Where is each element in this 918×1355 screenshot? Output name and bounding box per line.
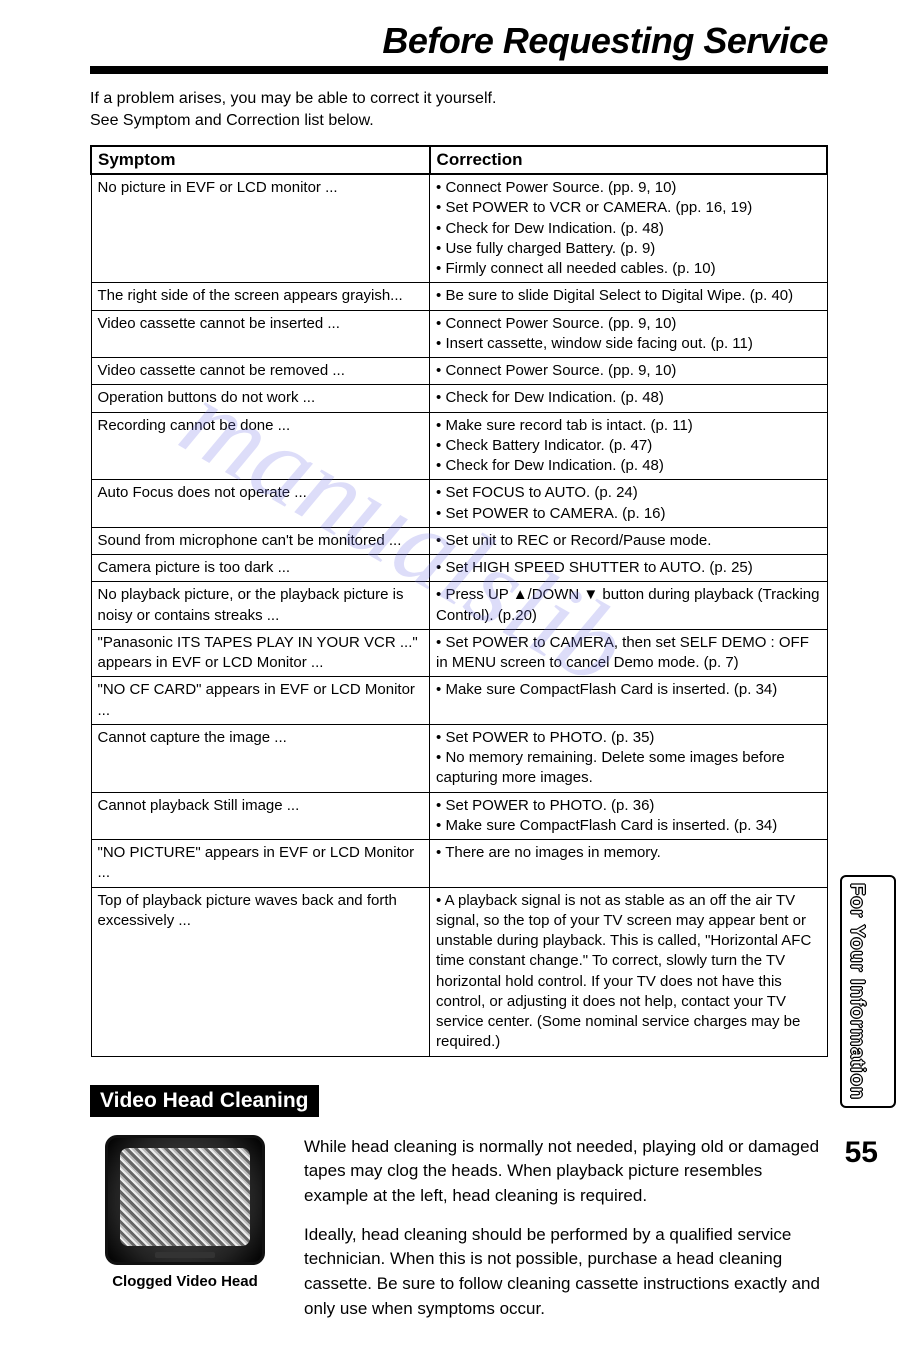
- correction-line: • Make sure CompactFlash Card is inserte…: [436, 816, 820, 836]
- correction-line: • Set POWER to PHOTO. (p. 36): [436, 796, 820, 816]
- correction-cell: • Be sure to slide Digital Select to Dig…: [430, 283, 827, 310]
- clogged-video-head-caption: Clogged Video Head: [112, 1273, 258, 1290]
- side-tab: For Your Information: [840, 875, 896, 1108]
- troubleshooting-table: Symptom Correction No picture in EVF or …: [90, 145, 828, 1057]
- correction-line: • Check for Dew Indication. (p. 48): [436, 456, 820, 476]
- correction-line: • Set POWER to CAMERA, then set SELF DEM…: [436, 633, 820, 674]
- correction-cell: • Set HIGH SPEED SHUTTER to AUTO. (p. 25…: [430, 555, 827, 582]
- clogged-head-illustration-column: Clogged Video Head: [90, 1135, 280, 1290]
- table-row: Video cassette cannot be removed ... • Co…: [91, 358, 827, 385]
- correction-line: • Press UP ▲/DOWN ▼ button during playba…: [436, 585, 820, 626]
- symptom-cell: The right side of the screen appears gra…: [91, 283, 430, 310]
- correction-cell: • Set POWER to PHOTO. (p. 36)• Make sure…: [430, 792, 827, 840]
- correction-cell: • Connect Power Source. (pp. 9, 10): [430, 358, 827, 385]
- correction-line: • Check for Dew Indication. (p. 48): [436, 388, 820, 408]
- correction-line: • Connect Power Source. (pp. 9, 10): [436, 178, 820, 198]
- video-head-text: While head cleaning is normally not need…: [304, 1135, 828, 1335]
- table-row: Operation buttons do not work ... • Check…: [91, 385, 827, 412]
- correction-line: • Set HIGH SPEED SHUTTER to AUTO. (p. 25…: [436, 558, 820, 578]
- table-row: Cannot playback Still image ...• Set POW…: [91, 792, 827, 840]
- table-row: Recording cannot be done ... • Make sure …: [91, 412, 827, 480]
- correction-line: • Set POWER to CAMERA. (p. 16): [436, 504, 820, 524]
- symptom-cell: "NO CF CARD" appears in EVF or LCD Monit…: [91, 677, 430, 725]
- table-row: No picture in EVF or LCD monitor ...• Co…: [91, 174, 827, 283]
- table-row: Auto Focus does not operate ...• Set FOC…: [91, 480, 827, 528]
- intro-text: If a problem arises, you may be able to …: [90, 88, 828, 131]
- header-symptom: Symptom: [91, 146, 430, 174]
- table-row: Top of playback picture waves back and f…: [91, 887, 827, 1056]
- correction-line: • Insert cassette, window side facing ou…: [436, 334, 820, 354]
- correction-line: • Set POWER to VCR or CAMERA. (pp. 16, 1…: [436, 198, 820, 218]
- page-title: Before Requesting Service: [90, 20, 828, 62]
- symptom-cell: Video cassette cannot be inserted ...: [91, 310, 430, 358]
- correction-line: • Make sure CompactFlash Card is inserte…: [436, 680, 820, 700]
- table-row: "NO PICTURE" appears in EVF or LCD Monit…: [91, 840, 827, 888]
- correction-cell: • Connect Power Source. (pp. 9, 10)• Set…: [430, 174, 827, 283]
- table-row: "Panasonic ITS TAPES PLAY IN YOUR VCR ..…: [91, 629, 827, 677]
- symptom-cell: "NO PICTURE" appears in EVF or LCD Monit…: [91, 840, 430, 888]
- header-correction: Correction: [430, 146, 827, 174]
- table-row: The right side of the screen appears gra…: [91, 283, 827, 310]
- correction-line: • Check Battery Indicator. (p. 47): [436, 436, 820, 456]
- symptom-cell: Camera picture is too dark ...: [91, 555, 430, 582]
- side-tab-label: For Your Information: [845, 883, 868, 1100]
- video-head-block: Clogged Video Head While head cleaning i…: [90, 1135, 828, 1335]
- symptom-cell: "Panasonic ITS TAPES PLAY IN YOUR VCR ..…: [91, 629, 430, 677]
- correction-line: • A playback signal is not as stable as …: [436, 891, 820, 1053]
- correction-line: • No memory remaining. Delete some image…: [436, 748, 820, 789]
- correction-cell: • Check for Dew Indication. (p. 48): [430, 385, 827, 412]
- correction-cell: • There are no images in memory.: [430, 840, 827, 888]
- video-head-para-1: While head cleaning is normally not need…: [304, 1135, 828, 1209]
- correction-cell: • Set POWER to PHOTO. (p. 35)• No memory…: [430, 724, 827, 792]
- symptom-cell: Cannot playback Still image ...: [91, 792, 430, 840]
- symptom-cell: Sound from microphone can't be monitored…: [91, 527, 430, 554]
- symptom-cell: Top of playback picture waves back and f…: [91, 887, 430, 1056]
- correction-cell: • Set FOCUS to AUTO. (p. 24)• Set POWER …: [430, 480, 827, 528]
- intro-line-1: If a problem arises, you may be able to …: [90, 90, 496, 107]
- table-row: Camera picture is too dark ... • Set HIGH…: [91, 555, 827, 582]
- symptom-cell: Cannot capture the image ...: [91, 724, 430, 792]
- table-row: Sound from microphone can't be monitored…: [91, 527, 827, 554]
- correction-line: • Firmly connect all needed cables. (p. …: [436, 259, 820, 279]
- table-header-row: Symptom Correction: [91, 146, 827, 174]
- table-row: Video cassette cannot be inserted ...• C…: [91, 310, 827, 358]
- symptom-cell: Auto Focus does not operate ...: [91, 480, 430, 528]
- correction-line: • Connect Power Source. (pp. 9, 10): [436, 361, 820, 381]
- correction-cell: • Press UP ▲/DOWN ▼ button during playba…: [430, 582, 827, 630]
- correction-line: • Set POWER to PHOTO. (p. 35): [436, 728, 820, 748]
- correction-line: • Connect Power Source. (pp. 9, 10): [436, 314, 820, 334]
- correction-line: • Set unit to REC or Record/Pause mode.: [436, 531, 820, 551]
- correction-line: • There are no images in memory.: [436, 843, 820, 863]
- video-head-para-2: Ideally, head cleaning should be perform…: [304, 1223, 828, 1322]
- symptom-cell: No playback picture, or the playback pic…: [91, 582, 430, 630]
- symptom-cell: No picture in EVF or LCD monitor ...: [91, 174, 430, 283]
- table-row: "NO CF CARD" appears in EVF or LCD Monit…: [91, 677, 827, 725]
- correction-cell: • Make sure CompactFlash Card is inserte…: [430, 677, 827, 725]
- video-head-cleaning-heading: Video Head Cleaning: [90, 1085, 319, 1117]
- page-number: 55: [845, 1136, 878, 1170]
- table-row: Cannot capture the image ...• Set POWER …: [91, 724, 827, 792]
- correction-line: • Make sure record tab is intact. (p. 11…: [436, 416, 820, 436]
- correction-cell: • Connect Power Source. (pp. 9, 10)• Ins…: [430, 310, 827, 358]
- symptom-cell: Operation buttons do not work ...: [91, 385, 430, 412]
- correction-line: • Check for Dew Indication. (p. 48): [436, 219, 820, 239]
- correction-line: • Be sure to slide Digital Select to Dig…: [436, 286, 820, 306]
- clogged-video-head-image: [105, 1135, 265, 1265]
- correction-line: • Use fully charged Battery. (p. 9): [436, 239, 820, 259]
- title-underline: [90, 66, 828, 74]
- correction-cell: • A playback signal is not as stable as …: [430, 887, 827, 1056]
- intro-line-2: See Symptom and Correction list below.: [90, 112, 374, 129]
- correction-cell: • Make sure record tab is intact. (p. 11…: [430, 412, 827, 480]
- correction-cell: • Set POWER to CAMERA, then set SELF DEM…: [430, 629, 827, 677]
- correction-cell: • Set unit to REC or Record/Pause mode.: [430, 527, 827, 554]
- symptom-cell: Video cassette cannot be removed ...: [91, 358, 430, 385]
- correction-line: • Set FOCUS to AUTO. (p. 24): [436, 483, 820, 503]
- table-row: No playback picture, or the playback pic…: [91, 582, 827, 630]
- symptom-cell: Recording cannot be done ...: [91, 412, 430, 480]
